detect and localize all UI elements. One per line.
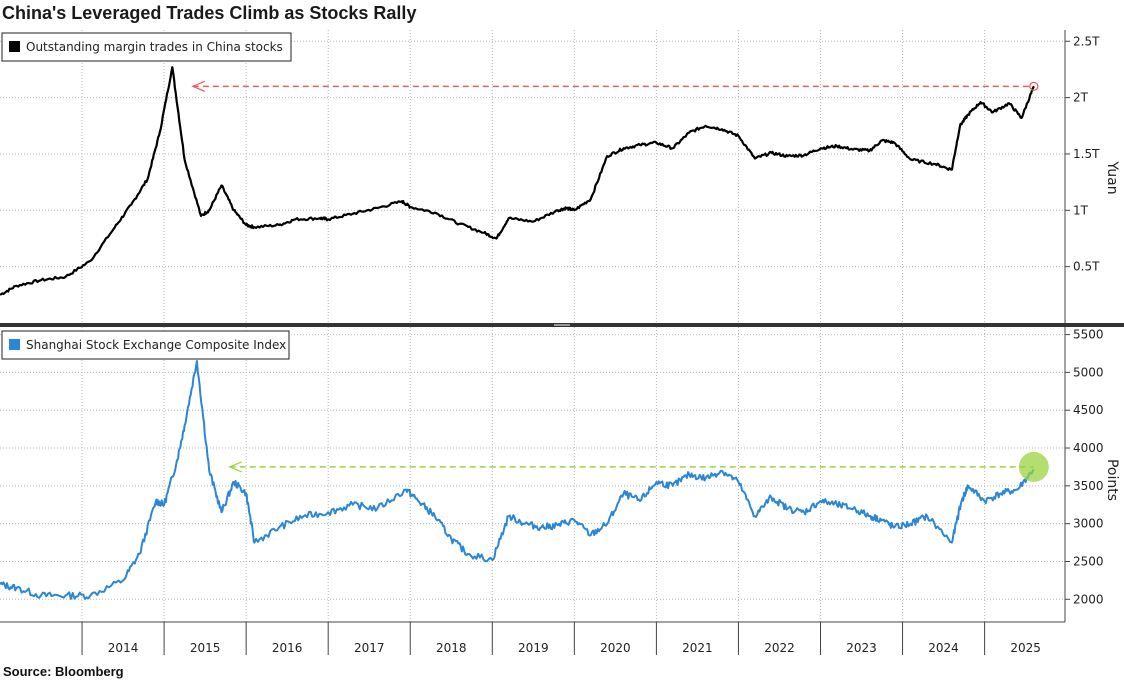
- index-y-tick-label: 5500: [1073, 328, 1104, 342]
- index-y-axis-label: Points: [1104, 459, 1120, 501]
- margin-y-tick-label: 0.5T: [1073, 260, 1100, 274]
- index-reference-arrowhead: [228, 461, 242, 473]
- index-y-tick-label: 2500: [1073, 554, 1104, 568]
- x-ticks: 2014 2015 2016 2017 2018 2019 2020 2021 2022 2023…: [81, 622, 1041, 655]
- x-tick-label: 2017: [354, 641, 385, 655]
- index-y-tick-label: 5000: [1073, 365, 1104, 379]
- margin-y-tick-label: 2.5T: [1073, 34, 1100, 48]
- margin-panel: 0.5T 1T 1.5T 2T 2.5T Yuan Outstanding margin…: [0, 30, 1120, 323]
- index-latest-highlight: [1018, 451, 1049, 482]
- x-tick-label: 2024: [928, 641, 959, 655]
- index-y-ticks: 2000 2500 3000 3500 4000 4500 5000 5500: [1065, 328, 1104, 606]
- margin-latest-marker: [1029, 81, 1039, 91]
- index-legend: Shanghai Stock Exchange Composite Index: [1, 330, 290, 360]
- x-axis: 2014 2015 2016 2017 2018 2019 2020 2021 2022 2023…: [0, 621, 1065, 655]
- x-tick-label: 2022: [764, 641, 795, 655]
- index-series-line: [0, 360, 1035, 600]
- x-tick-label: 2016: [272, 641, 303, 655]
- margin-y-tick-label: 1T: [1073, 203, 1089, 217]
- x-tick-label: 2015: [190, 641, 221, 655]
- index-legend-swatch: [9, 339, 20, 350]
- x-tick-label: 2021: [682, 641, 713, 655]
- x-tick-label: 2023: [846, 641, 877, 655]
- margin-y-tick-label: 1.5T: [1073, 147, 1100, 161]
- index-legend-label: Shanghai Stock Exchange Composite Index: [26, 338, 286, 352]
- x-tick-label: 2018: [436, 641, 467, 655]
- x-tick-label: 2025: [1010, 641, 1041, 655]
- margin-y-tick-label: 2T: [1073, 91, 1089, 105]
- index-y-tick-label: 3000: [1073, 517, 1104, 531]
- index-y-tick-label: 4500: [1073, 403, 1104, 417]
- margin-legend: Outstanding margin trades in China stock…: [1, 32, 292, 62]
- margin-legend-label: Outstanding margin trades in China stock…: [26, 40, 283, 54]
- panel-divider-handle: [554, 324, 570, 326]
- index-y-tick-label: 2000: [1073, 592, 1104, 606]
- margin-y-axis-label: Yuan: [1104, 160, 1120, 194]
- index-y-tick-label: 3500: [1073, 479, 1104, 493]
- x-tick-label: 2020: [600, 641, 631, 655]
- index-legend-box: [1, 330, 290, 360]
- margin-series-line: [0, 66, 1035, 296]
- x-tick-label: 2019: [518, 641, 549, 655]
- chart-title: China's Leveraged Trades Climb as Stocks…: [2, 3, 416, 23]
- margin-legend-box: [1, 32, 292, 62]
- index-gridlines: [0, 327, 1065, 622]
- index-y-tick-label: 4000: [1073, 441, 1104, 455]
- source-note: Source: Bloomberg: [3, 664, 124, 679]
- margin-legend-swatch: [9, 41, 20, 52]
- margin-gridlines: [0, 30, 1065, 323]
- margin-y-ticks: 0.5T 1T 1.5T 2T 2.5T: [1065, 34, 1100, 274]
- margin-reference-arrowhead: [191, 80, 206, 92]
- x-tick-label: 2014: [108, 641, 139, 655]
